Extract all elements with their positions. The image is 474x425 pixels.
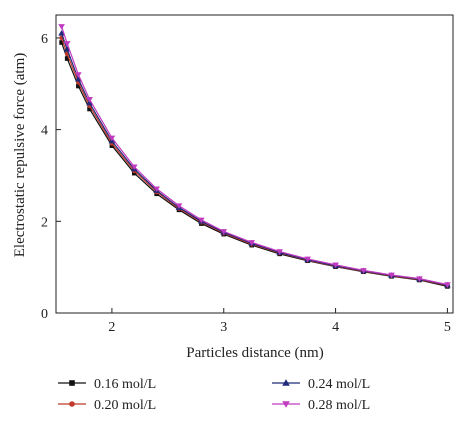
data-point [175,203,183,210]
legend-item: 0.16 mol/L [58,377,156,392]
legend-label: 0.24 mol/L [308,377,370,392]
data-point [76,83,81,89]
data-point [304,256,311,263]
data-point [64,56,70,61]
data-point [63,46,71,52]
data-point [130,164,138,171]
data-point [63,41,71,47]
series-4 [58,24,451,288]
y-tick-label: 2 [41,215,48,230]
x-tick-label: 3 [220,320,227,335]
data-point [276,249,283,255]
series-line [61,26,448,286]
x-tick-label: 2 [108,320,115,335]
series-line [61,33,448,286]
series-line [61,37,448,287]
y-axis-label: Electrostatic repulsive force (atm) [12,53,28,258]
data-point [58,24,65,30]
legend: 0.16 mol/L 0.20 mol/L 0.24 mol/L 0.28 mol/L [58,377,370,413]
data-point [198,217,205,224]
series-2 [59,35,450,288]
x-axis-label: Particles distance (nm) [186,345,323,361]
series-line [61,42,448,287]
data-point [69,401,75,407]
data-point [69,380,75,386]
legend-label: 0.16 mol/L [94,377,156,392]
data-point [360,268,367,274]
data-point [75,75,82,82]
legend-item: 0.28 mol/L [272,398,370,413]
data-point [75,72,82,78]
series-1 [59,40,450,289]
series-3 [58,30,451,288]
y-tick-label: 0 [41,307,48,322]
plot-area [58,24,451,289]
data-point [87,106,92,112]
legend-item: 0.20 mol/L [58,398,156,413]
y-tick-label: 6 [41,32,48,47]
x-tick-label: 4 [332,320,339,335]
data-point [248,240,256,246]
data-point [220,229,228,235]
data-point [332,262,339,269]
data-point [108,135,116,142]
data-point [282,379,290,386]
data-point [416,276,423,282]
data-point [58,30,65,36]
legend-label: 0.20 mol/L [94,398,156,413]
data-point [388,272,395,279]
x-tick-label: 5 [444,320,451,335]
legend-label: 0.28 mol/L [308,398,370,413]
axes: 2 3 4 5 0 2 4 6 [41,14,454,335]
legend-item: 0.24 mol/L [272,377,370,392]
plot-frame [55,14,454,314]
data-point [282,401,290,408]
y-tick-label: 4 [41,124,48,139]
data-point [153,186,160,193]
data-point [86,97,93,103]
data-point [444,282,451,288]
data-point [59,40,64,45]
